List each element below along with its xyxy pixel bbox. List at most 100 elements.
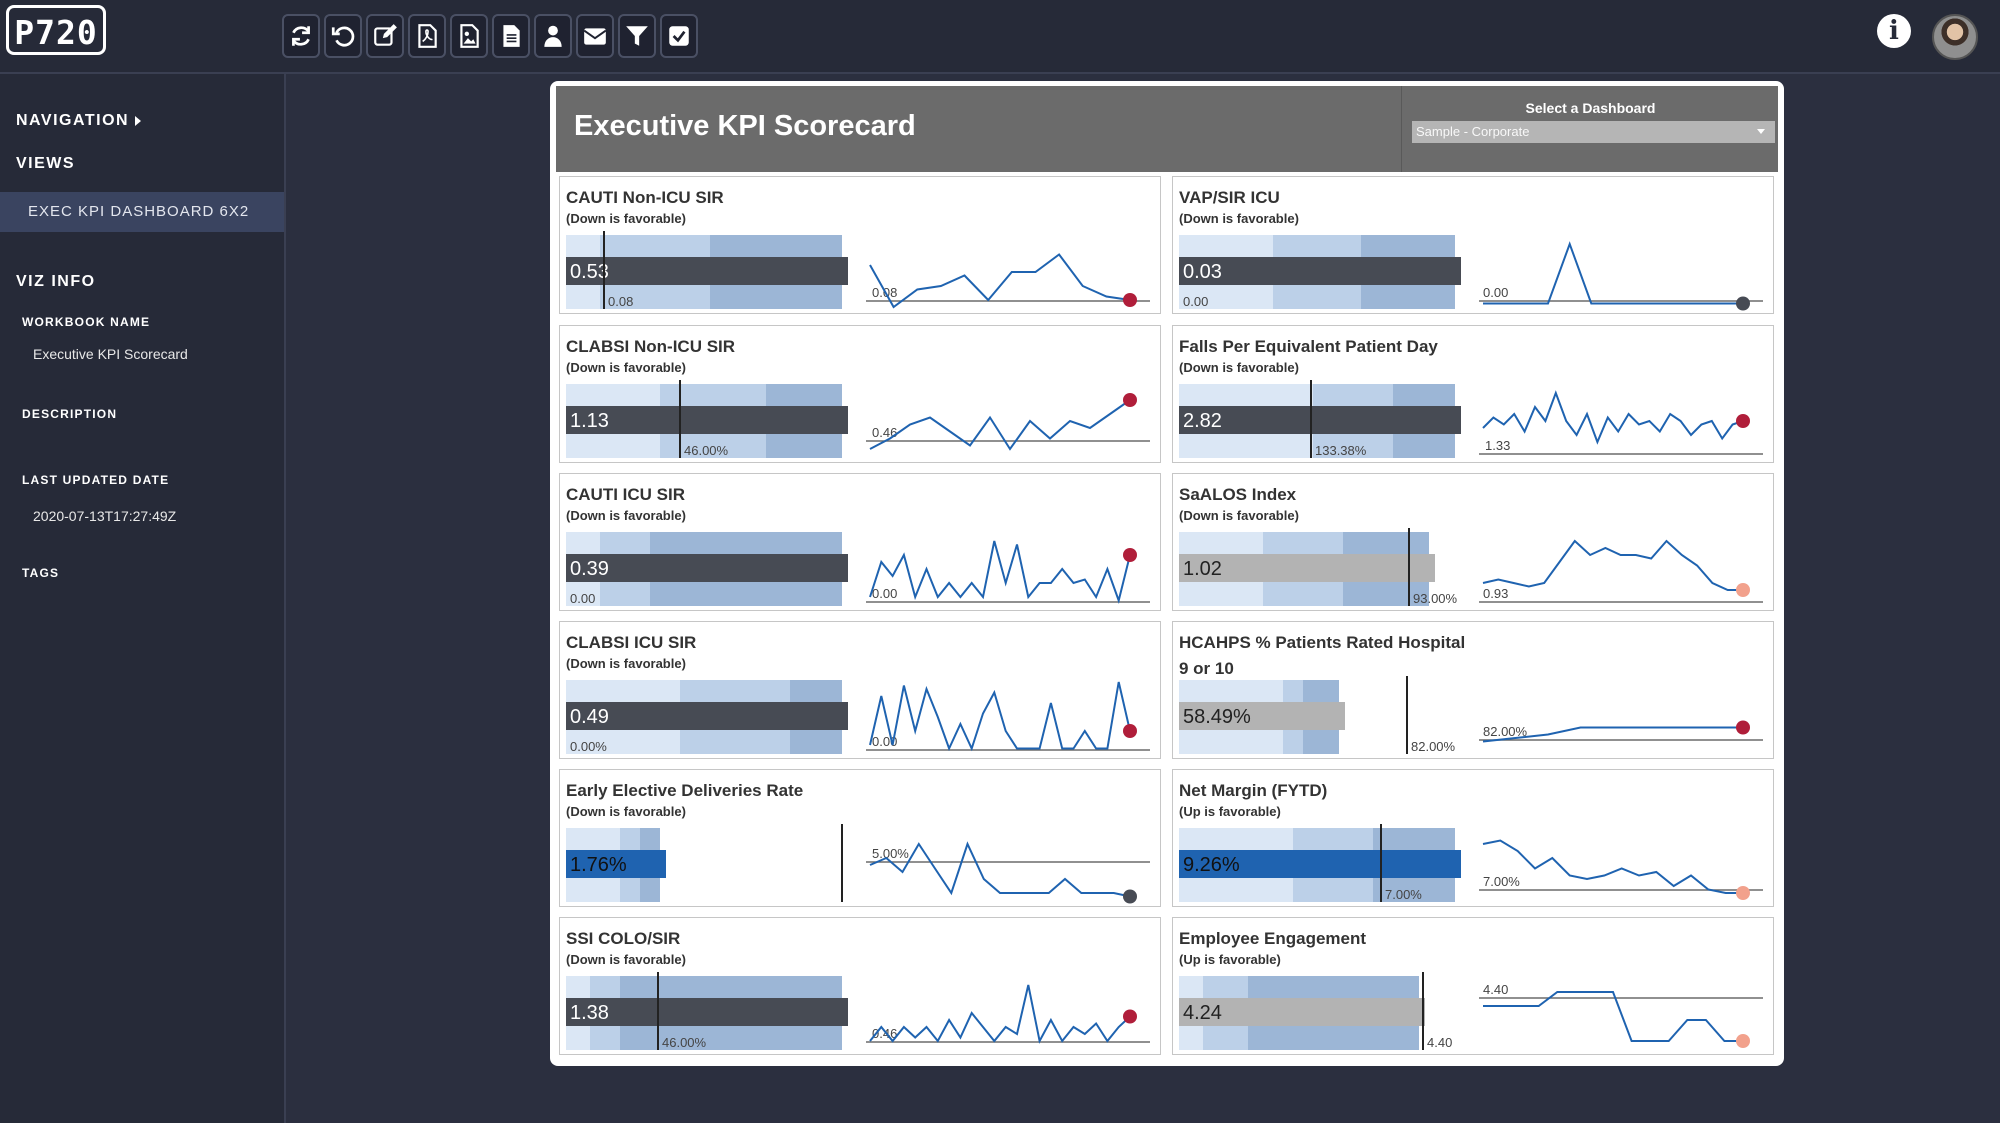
dashboard-select-dropdown[interactable]: Sample - Corporate — [1412, 121, 1775, 143]
value-bar — [1179, 998, 1425, 1026]
mail-button[interactable] — [576, 14, 614, 58]
kpi-title: HCAHPS % Patients Rated Hospital 9 or 10 — [1179, 633, 1466, 678]
sidebar-item-exec-kpi-dashboard[interactable]: EXEC KPI DASHBOARD 6X2 — [0, 192, 284, 232]
kpi-chart: 1.13 46.00% 0.46 — [566, 380, 1150, 458]
kpi-tile[interactable]: Net Margin (FYTD) (Up is favorable) 9.26% 7… — [1172, 769, 1774, 907]
toolbar — [282, 14, 698, 58]
kpi-tile[interactable]: CLABSI Non-ICU SIR (Down is favorable) 1.1… — [559, 325, 1161, 463]
kpi-tile[interactable]: Early Elective Deliveries Rate (Down is f… — [559, 769, 1161, 907]
kpi-tile[interactable]: SSI COLO/SIR (Down is favorable) 1.38 46.00… — [559, 917, 1161, 1055]
sidebar-views-heading: VIEWS — [16, 155, 76, 172]
kpi-chart: 2.82 133.38% 1.33 — [1179, 380, 1763, 458]
reference-label: 0.46 — [872, 425, 897, 440]
kpi-chart: 4.24 4.40 4.40 — [1179, 972, 1763, 1050]
sparkline — [869, 253, 1131, 309]
kpi-chart: 1.76% 5.00% — [566, 824, 1150, 904]
sidebar-navigation[interactable]: NAVIGATION — [16, 112, 142, 130]
kpi-value: 1.13 — [570, 410, 609, 432]
kpi-tile[interactable]: Falls Per Equivalent Patient Day (Down is… — [1172, 325, 1774, 463]
value-bar — [1179, 406, 1461, 434]
sparkline — [869, 681, 1131, 752]
sparkline — [1482, 539, 1743, 591]
info-icon[interactable]: i — [1877, 14, 1911, 48]
value-bar — [566, 257, 848, 285]
reference-label: 7.00% — [1483, 874, 1520, 889]
target-label: 0.08 — [608, 294, 633, 309]
sparkline — [869, 984, 1131, 1044]
kpi-value: 1.38 — [570, 1002, 609, 1024]
pdf-icon — [418, 24, 437, 48]
pdf-button[interactable] — [408, 14, 446, 58]
dashboard-select-label: Select a Dashboard — [1525, 100, 1656, 116]
sparkline — [869, 540, 1131, 604]
target-label: 46.00% — [662, 1035, 707, 1050]
latest-value-dot[interactable] — [1123, 293, 1137, 307]
kpi-value: 0.49 — [570, 706, 609, 728]
value-bar — [566, 850, 666, 878]
kpi-tile[interactable]: Employee Engagement (Up is favorable) 4.24… — [1172, 917, 1774, 1055]
kpi-subtitle: (Down is favorable) — [1179, 508, 1299, 523]
edit-button[interactable] — [366, 14, 404, 58]
latest-value-dot[interactable] — [1123, 548, 1137, 562]
top-bar: P720 i — [0, 0, 2000, 74]
latest-value-dot[interactable] — [1736, 886, 1750, 900]
avatar[interactable] — [1932, 14, 1978, 60]
kpi-value: 4.24 — [1183, 1002, 1222, 1024]
latest-value-dot[interactable] — [1123, 889, 1137, 904]
kpi-chart: 58.49% 82.00% 82.00% — [1179, 676, 1763, 754]
user-button[interactable] — [534, 14, 572, 58]
kpi-tile[interactable]: CAUTI Non-ICU SIR (Down is favorable) 0.53… — [559, 176, 1161, 314]
kpi-title: VAP/SIR ICU — [1179, 188, 1280, 207]
kpi-value: 2.82 — [1183, 410, 1222, 432]
kpi-tile[interactable]: SaALOS Index (Down is favorable) 1.02 93.00… — [1172, 473, 1774, 611]
value-bar — [566, 998, 848, 1026]
kpi-tile[interactable]: CLABSI ICU SIR (Down is favorable) 0.49 0.0… — [559, 621, 1161, 759]
checkbox-icon — [669, 26, 689, 46]
kpi-title: Employee Engagement — [1179, 929, 1367, 948]
filter-button[interactable] — [618, 14, 656, 58]
kpi-subtitle: (Up is favorable) — [1179, 804, 1281, 819]
latest-value-dot[interactable] — [1736, 720, 1750, 735]
latest-value-dot[interactable] — [1123, 393, 1137, 407]
kpi-subtitle: (Down is favorable) — [566, 360, 686, 375]
kpi-chart: 9.26% 7.00% 7.00% — [1179, 824, 1763, 902]
checkbox-button[interactable] — [660, 14, 698, 58]
sidebar: NAVIGATION VIEWS EXEC KPI DASHBOARD 6X2 … — [0, 74, 286, 1123]
target-label: 0.00% — [570, 739, 607, 754]
refresh-button[interactable] — [282, 14, 320, 58]
latest-value-dot[interactable] — [1736, 1034, 1750, 1048]
dashboard-header: Executive KPI Scorecard Select a Dashboa… — [556, 86, 1778, 172]
kpi-title: Falls Per Equivalent Patient Day — [1179, 337, 1438, 356]
kpi-value: 0.39 — [570, 558, 609, 580]
sparkline — [1482, 839, 1743, 894]
kpi-tile[interactable]: HCAHPS % Patients Rated Hospital 9 or 10… — [1172, 621, 1774, 759]
kpi-tile[interactable]: VAP/SIR ICU (Down is favorable) 0.03 0.00 0.… — [1172, 176, 1774, 314]
description-label: DESCRIPTION — [22, 407, 118, 421]
edit-icon — [374, 24, 397, 46]
app-logo[interactable]: P720 — [6, 5, 106, 55]
kpi-tile[interactable]: CAUTI ICU SIR (Down is favorable) 0.39 0.00… — [559, 473, 1161, 611]
reference-label: 0.00 — [872, 586, 897, 601]
value-bar — [1179, 702, 1345, 730]
kpi-subtitle: (Down is favorable) — [566, 804, 686, 819]
kpi-subtitle: (Down is favorable) — [1179, 360, 1299, 375]
kpi-chart: 1.02 93.00% 0.93 — [1179, 528, 1763, 606]
dashboard-title: Executive KPI Scorecard — [574, 110, 916, 142]
latest-value-dot[interactable] — [1123, 1009, 1137, 1024]
kpi-subtitle: (Down is favorable) — [566, 211, 686, 226]
latest-value-dot[interactable] — [1736, 296, 1750, 311]
image-button[interactable] — [450, 14, 488, 58]
kpi-title: SSI COLO/SIR — [566, 929, 681, 948]
document-button[interactable] — [492, 14, 530, 58]
undo-button[interactable] — [324, 14, 362, 58]
reference-label: 1.33 — [1485, 438, 1510, 453]
latest-value-dot[interactable] — [1123, 724, 1137, 738]
latest-value-dot[interactable] — [1736, 414, 1750, 428]
target-label: 93.00% — [1413, 591, 1458, 606]
latest-value-dot[interactable] — [1736, 583, 1750, 597]
value-bar — [1179, 850, 1461, 878]
target-label: 0.00 — [1183, 294, 1208, 309]
chevron-down-icon — [1757, 129, 1765, 134]
last-updated-label: LAST UPDATED DATE — [22, 473, 170, 487]
kpi-title: Early Elective Deliveries Rate — [566, 781, 804, 800]
